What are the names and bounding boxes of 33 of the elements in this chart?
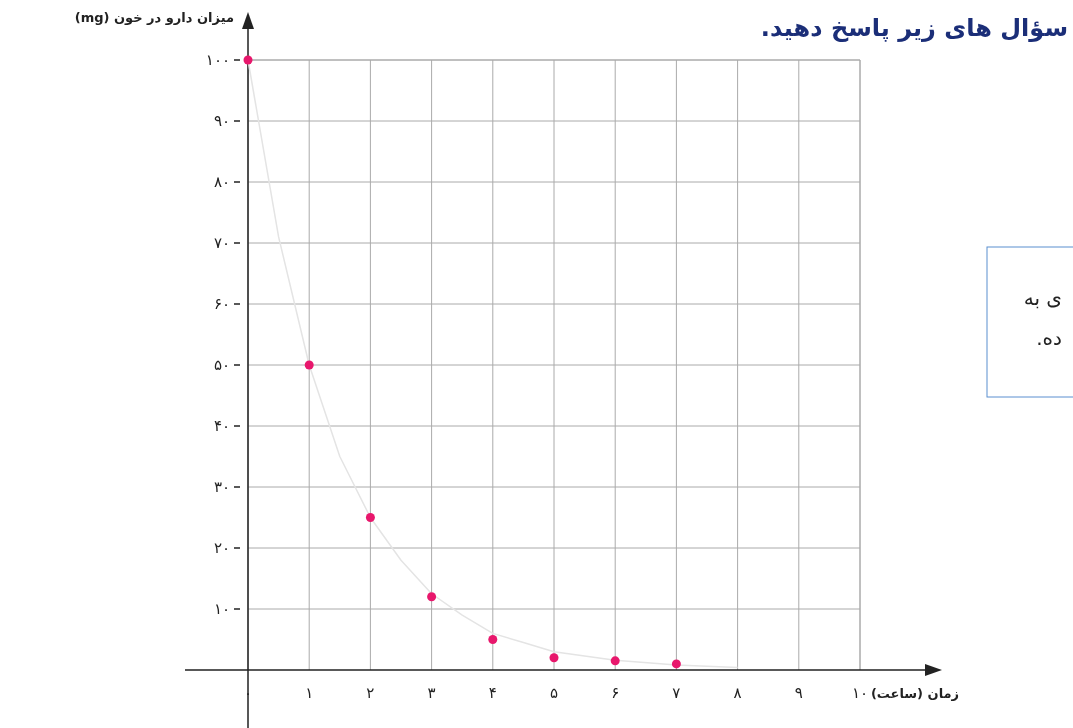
x-tick-label: ۱۰	[851, 684, 869, 702]
y-tick-label: ۱۰	[213, 600, 230, 618]
point	[243, 55, 253, 65]
point	[427, 592, 437, 602]
y-tick-label: ۹۰	[213, 112, 230, 130]
point	[610, 656, 620, 666]
text: ده.	[1036, 326, 1062, 350]
point	[488, 635, 498, 644]
point	[365, 513, 375, 522]
point	[304, 360, 314, 370]
x-tick-label: ۷	[672, 684, 681, 702]
y-tick-label: ۸۰	[213, 173, 230, 191]
y-tick-label: ۳۰	[213, 478, 230, 496]
y-tick-label: ۱۰۰	[205, 51, 230, 69]
text: سؤال های زیر پاسخ دهید.	[760, 14, 1068, 42]
x-tick-label: ۱	[305, 684, 314, 702]
x-tick-label: ۲	[366, 684, 375, 702]
y-tick-label: ۴۰	[213, 417, 230, 435]
y-tick-label: ۷۰	[213, 234, 230, 252]
point	[671, 659, 681, 669]
x-tick-label: ۶	[611, 684, 620, 702]
y-tick-label: ۲۰	[213, 539, 230, 557]
point	[549, 653, 559, 663]
x-tick-label: ۳	[427, 684, 436, 702]
y-tick-label: ۵۰	[213, 356, 230, 374]
text: ی به	[1023, 286, 1062, 310]
x-tick-label: ۸	[733, 684, 742, 702]
x-axis-title: زمان (ساعت)	[870, 686, 960, 701]
x-tick-label: ۵	[549, 684, 559, 702]
x-tick-label: ۹	[794, 684, 803, 702]
x-tick-label: ۴	[488, 684, 497, 702]
y-axis-title: میزان دارو در خون (mg)	[74, 10, 234, 25]
y-tick-label: ۶۰	[213, 295, 230, 313]
